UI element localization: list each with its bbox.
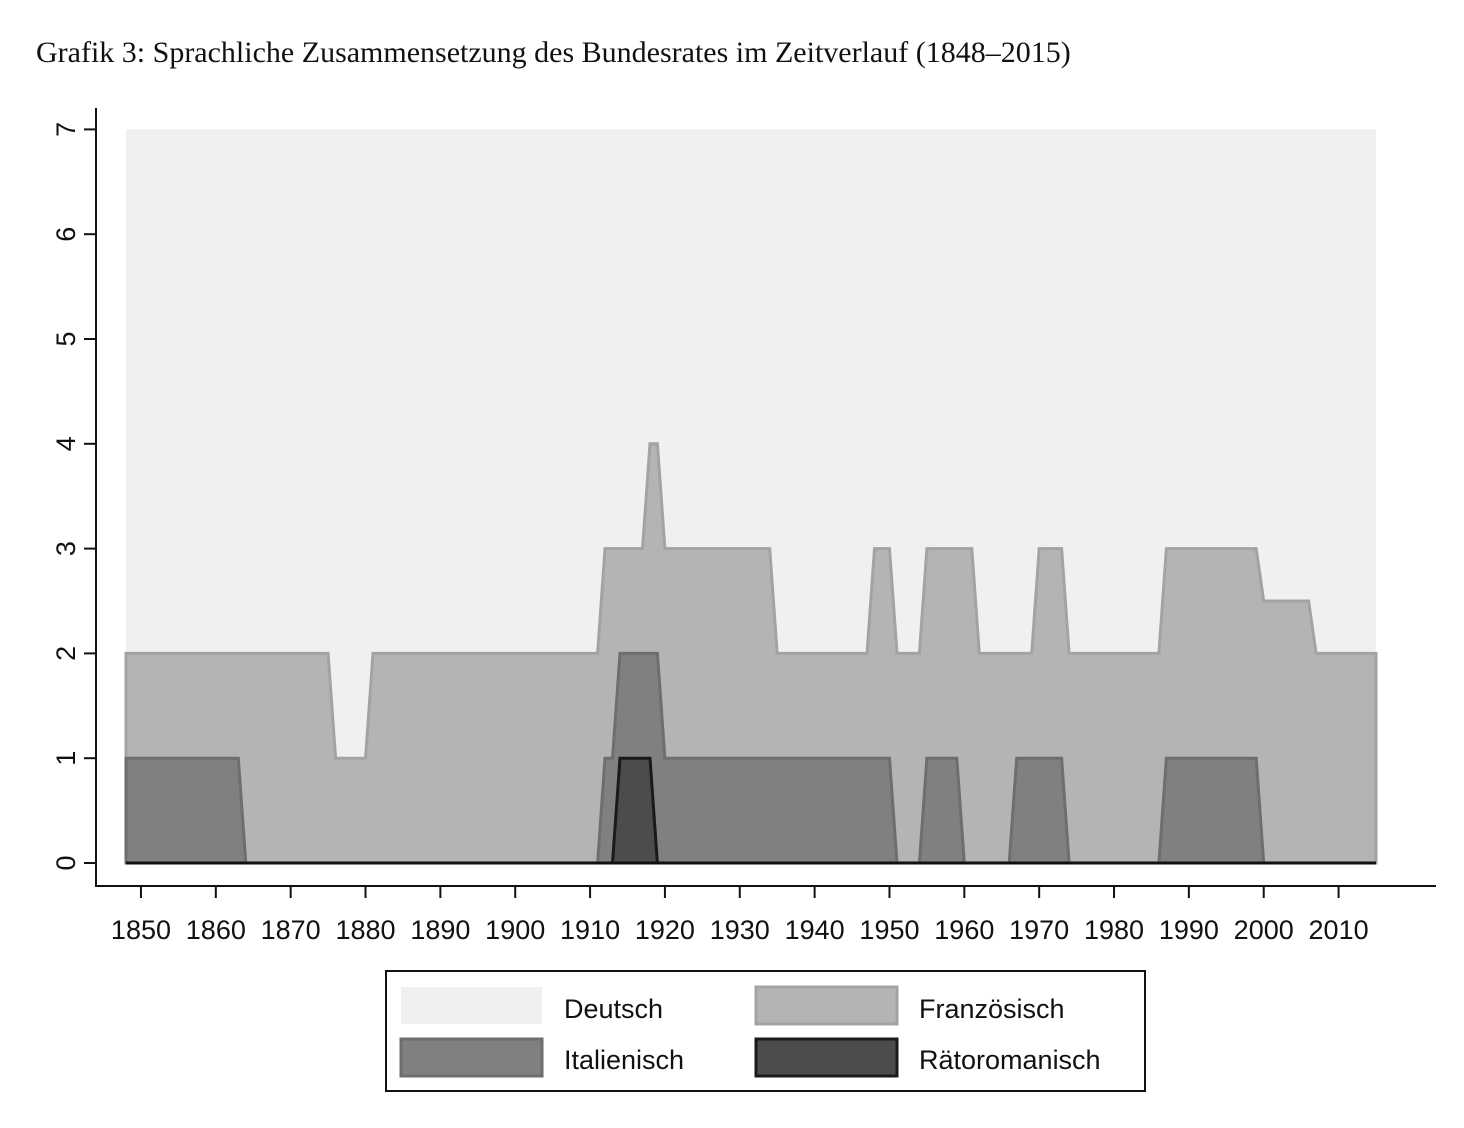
legend-swatch-deutsch (401, 987, 542, 1024)
x-tick-label: 1960 (934, 915, 994, 945)
x-tick-label: 1910 (560, 915, 620, 945)
legend-swatch-französisch (754, 985, 899, 1026)
x-tick-label: 1920 (635, 915, 695, 945)
x-tick-label: 1890 (410, 915, 470, 945)
chart-title: Grafik 3: Sprachliche Zusammensetzung de… (36, 36, 1071, 69)
x-tick-label: 2000 (1234, 915, 1294, 945)
x-tick-label: 1990 (1159, 915, 1219, 945)
area-französisch (124, 442, 1378, 865)
legend-label-rätoromanisch: Rätoromanisch (919, 1045, 1101, 1075)
x-tick-label: 1940 (785, 915, 845, 945)
area-italienisch (124, 651, 1376, 865)
legend: Deutsch Französisch Italienisch Rätoromanis… (385, 970, 1146, 1092)
y-tick-label: 7 (51, 122, 81, 137)
x-tick-label: 1970 (1009, 915, 1069, 945)
y-tick-label: 3 (51, 541, 81, 556)
legend-label-italienisch: Italienisch (564, 1045, 684, 1075)
x-tick-label: 1980 (1084, 915, 1144, 945)
x-tick-label: 1900 (485, 915, 545, 945)
y-tick-label: 4 (51, 436, 81, 451)
x-tick-label: 1870 (261, 915, 321, 945)
y-tick-label: 2 (51, 646, 81, 661)
plot-areas (124, 129, 1378, 865)
y-tick-label: 6 (51, 227, 81, 242)
x-tick-label: 1850 (111, 915, 171, 945)
legend-label-französisch: Französisch (919, 994, 1065, 1024)
legend-swatch-rätoromanisch (754, 1037, 899, 1078)
legend-label-deutsch: Deutsch (564, 994, 663, 1024)
x-tick-label: 1930 (710, 915, 770, 945)
x-tick-label: 1950 (859, 915, 919, 945)
x-tick-label: 1860 (186, 915, 246, 945)
legend-swatch-italienisch (399, 1037, 544, 1078)
y-tick-label: 1 (51, 751, 81, 766)
axes: 0 1 2 3 4 5 6 7 1850 1860 1870 1880 1890 1900 1910 1920… (51, 108, 1436, 945)
y-tick-label: 0 (51, 855, 81, 870)
y-tick-label: 5 (51, 331, 81, 346)
x-tick-label: 2010 (1309, 915, 1369, 945)
x-tick-label: 1880 (335, 915, 395, 945)
